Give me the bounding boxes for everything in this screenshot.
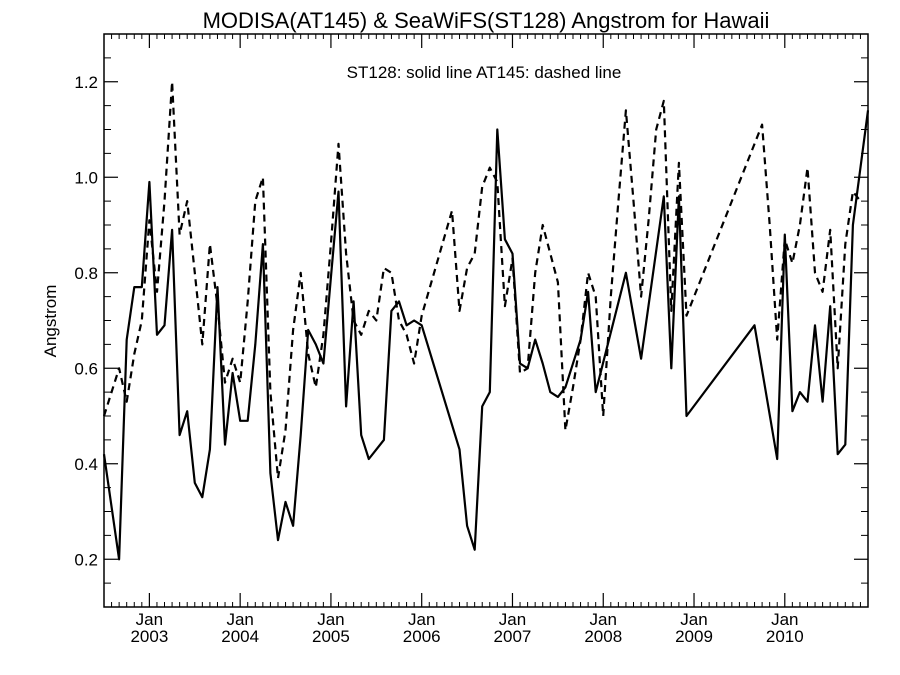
x-tick-month-label: Jan (771, 610, 798, 629)
x-tick-month-label: Jan (408, 610, 435, 629)
chart-title: MODISA(AT145) & SeaWiFS(ST128) Angstrom … (203, 8, 770, 33)
x-tick-month-label: Jan (590, 610, 617, 629)
x-tick-year-label: 2009 (675, 627, 713, 646)
x-tick-month-label: Jan (136, 610, 163, 629)
y-tick-label: 1.0 (74, 168, 98, 187)
series-line-at145 (102, 80, 862, 480)
series-line-st128 (102, 110, 870, 561)
x-tick-year-label: 2010 (766, 627, 804, 646)
axis-ticks: 0.20.40.60.81.01.2Jan2003Jan2004Jan2005J… (74, 33, 869, 646)
x-tick-month-label: Jan (680, 610, 707, 629)
y-tick-label: 0.4 (74, 455, 98, 474)
x-tick-month-label: Jan (226, 610, 253, 629)
y-tick-label: 0.8 (74, 264, 98, 283)
y-tick-label: 0.2 (74, 550, 98, 569)
series-annotation: ST128: solid line AT145: dashed line (347, 63, 622, 82)
x-tick-year-label: 2008 (584, 627, 622, 646)
x-tick-year-label: 2004 (221, 627, 259, 646)
x-tick-month-label: Jan (499, 610, 526, 629)
series-layer (102, 80, 870, 561)
x-tick-year-label: 2006 (403, 627, 441, 646)
y-axis-label: Angstrom (41, 285, 60, 358)
y-tick-label: 1.2 (74, 73, 98, 92)
x-tick-year-label: 2003 (130, 627, 168, 646)
x-tick-year-label: 2005 (312, 627, 350, 646)
x-tick-year-label: 2007 (494, 627, 532, 646)
x-tick-month-label: Jan (317, 610, 344, 629)
y-tick-label: 0.6 (74, 359, 98, 378)
